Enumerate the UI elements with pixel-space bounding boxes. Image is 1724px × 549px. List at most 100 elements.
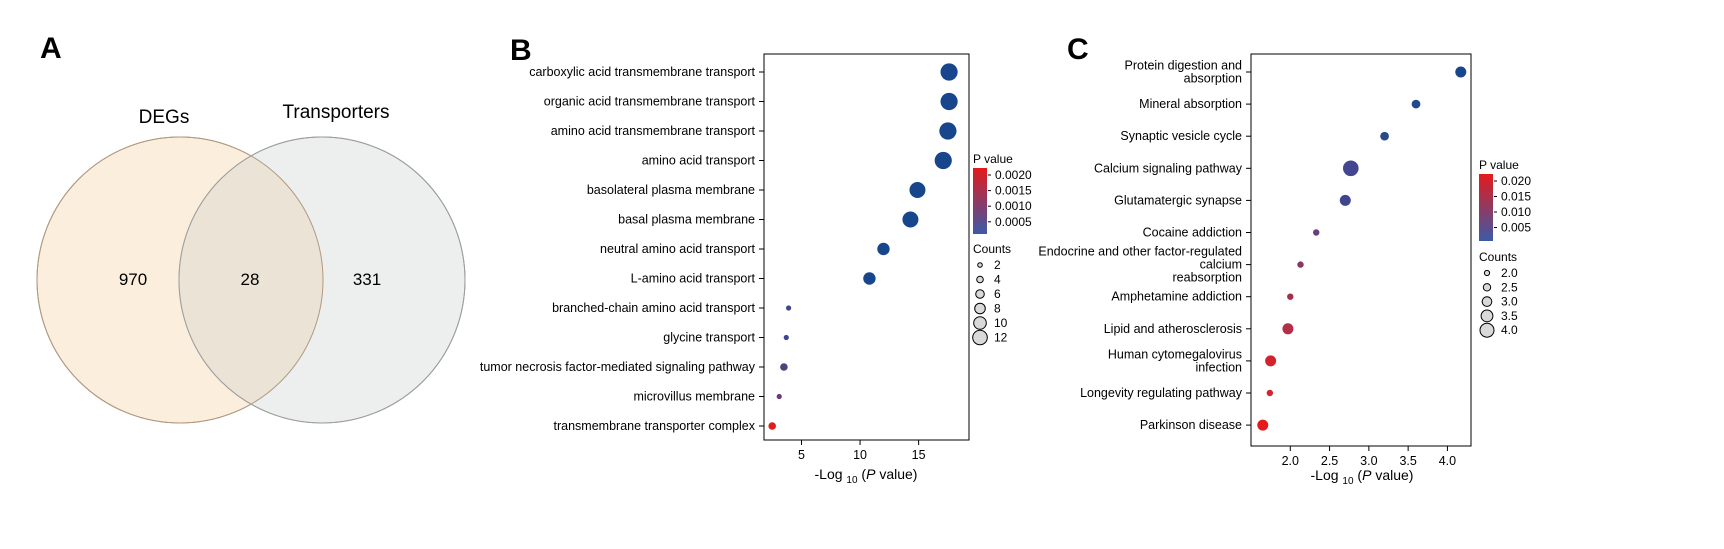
size-legend-label: 12	[994, 331, 1008, 345]
category-label: Lipid and atherosclerosis	[1104, 322, 1242, 336]
category-label: Calcium signaling pathway	[1094, 161, 1243, 175]
venn-outline-degs	[36, 136, 324, 424]
data-point	[1411, 99, 1421, 109]
chart-c-x-ticks: 2.0 2.5 3.0 3.5 4.0	[1282, 446, 1456, 468]
size-legend-label: 3.5	[1501, 309, 1518, 323]
size-legend-circle	[974, 302, 986, 315]
data-point	[776, 393, 782, 400]
size-legend-circle	[1480, 309, 1494, 323]
size-legend-label: 10	[994, 316, 1008, 330]
data-point	[1313, 229, 1320, 236]
chart-b-x-ticks: 5 10 15	[798, 440, 926, 462]
colorbar-tick-label: 0.005	[1501, 221, 1531, 235]
data-point	[1257, 419, 1269, 431]
chart-b-dots	[768, 63, 958, 430]
x-tick-label: 3.5	[1399, 454, 1416, 468]
chart-b-legend-pvalue-title: P value	[973, 152, 1013, 166]
data-point	[934, 151, 952, 170]
size-legend-circle	[1483, 269, 1491, 277]
x-tick-label: 2.5	[1321, 454, 1338, 468]
colorbar-tick-label: 0.0020	[995, 168, 1032, 182]
size-legend-circle	[1479, 322, 1495, 338]
size-legend-label: 4.0	[1501, 323, 1518, 337]
chart-b-legend-counts-title: Counts	[973, 242, 1011, 256]
venn-count-degs-only: 970	[119, 270, 147, 289]
data-point	[780, 363, 788, 371]
data-point	[768, 422, 776, 430]
chart-b-xlabel-mid: (	[858, 466, 867, 482]
chart-b-xlabel-post: value)	[875, 466, 917, 482]
chart-c-size-legend: 2.02.53.03.54.0	[1479, 266, 1518, 338]
chart-c-y-ticks	[1246, 71, 1251, 426]
category-label: amino acid transmembrane transport	[551, 124, 756, 138]
data-point	[940, 63, 958, 81]
size-legend-circle	[1482, 283, 1492, 292]
data-point	[1282, 323, 1294, 335]
x-tick-label: 3.0	[1360, 454, 1377, 468]
chart-b-x-axis-title: -Log 10 (P value)	[815, 466, 918, 486]
category-label: basolateral plasma membrane	[587, 183, 755, 197]
category-label: glycine transport	[663, 331, 755, 345]
size-legend-circle	[1481, 296, 1493, 307]
chart-b-xlabel-sub: 10	[846, 475, 858, 486]
data-point	[1455, 66, 1467, 78]
data-point	[939, 122, 957, 140]
x-tick-label: 4.0	[1439, 454, 1456, 468]
panel-label-b: B	[510, 34, 532, 67]
data-point	[1265, 355, 1277, 367]
venn-count-intersection: 28	[241, 270, 260, 289]
size-legend-circle	[973, 316, 987, 330]
chart-c-xlabel-post: value)	[1371, 467, 1413, 483]
size-legend-label: 2.0	[1501, 266, 1518, 280]
category-label: Mineral absorption	[1139, 97, 1242, 111]
chart-c-frame	[1250, 53, 1472, 447]
x-tick-label: 10	[853, 448, 867, 462]
category-label: amino acid transport	[642, 154, 756, 168]
x-tick-label: 2.0	[1282, 454, 1299, 468]
chart-c-colorbar	[1479, 174, 1493, 241]
chart-b-y-ticks	[759, 71, 764, 427]
chart-c-dots	[1257, 66, 1467, 431]
chart-c-category-labels: Protein digestion and absorption Mineral a…	[1038, 59, 1242, 433]
size-legend-label: 3.0	[1501, 295, 1518, 309]
category-label: Cocaine addiction	[1143, 226, 1242, 240]
x-tick-label: 15	[912, 448, 926, 462]
venn-overlap	[179, 137, 323, 423]
category-label: branched-chain amino acid transport	[552, 301, 755, 315]
colorbar-tick-label: 0.0015	[995, 184, 1032, 198]
category-label: transmembrane transporter complex	[554, 419, 756, 433]
category-label: microvillus membrane	[633, 390, 755, 404]
venn-outline-transporters	[178, 136, 466, 424]
venn-label-degs: DEGs	[139, 107, 190, 128]
data-point	[786, 305, 792, 311]
size-legend-circle	[972, 329, 988, 346]
x-tick-label: 5	[798, 448, 805, 462]
chart-c: Protein digestion and absorption Mineral a…	[1038, 53, 1531, 487]
venn-label-transporters: Transporters	[283, 102, 390, 123]
data-point	[1342, 160, 1359, 177]
colorbar-tick-label: 0.010	[1501, 205, 1531, 219]
size-legend-label: 6	[994, 287, 1001, 301]
size-legend-circle	[976, 275, 984, 284]
chart-b-frame	[763, 53, 970, 441]
category-label: Human cytomegalovirus infection	[1108, 347, 1242, 374]
chart-b-xlabel-ital: P	[866, 466, 876, 482]
chart-c-xlabel-sub: 10	[1342, 476, 1354, 487]
colorbar-tick-label: 0.0005	[995, 215, 1032, 229]
venn-diagram: DEGs Transporters 970 28 331	[36, 102, 466, 424]
colorbar-tick-label: 0.0010	[995, 199, 1032, 213]
venn-count-transporters-only: 331	[353, 270, 381, 289]
size-legend-label: 4	[994, 273, 1001, 287]
panel-label-c: C	[1067, 33, 1089, 66]
chart-c-legend-pvalue-title: P value	[1479, 158, 1519, 172]
size-legend-label: 2.5	[1501, 280, 1518, 294]
colorbar-tick-label: 0.015	[1501, 190, 1531, 204]
data-point	[1287, 293, 1294, 300]
chart-b-category-labels: carboxylic acid transmembrane transport o…	[480, 65, 756, 433]
chart-b-colorbar	[973, 168, 987, 234]
category-label: carboxylic acid transmembrane transport	[529, 65, 755, 79]
size-legend-circle	[975, 289, 985, 299]
